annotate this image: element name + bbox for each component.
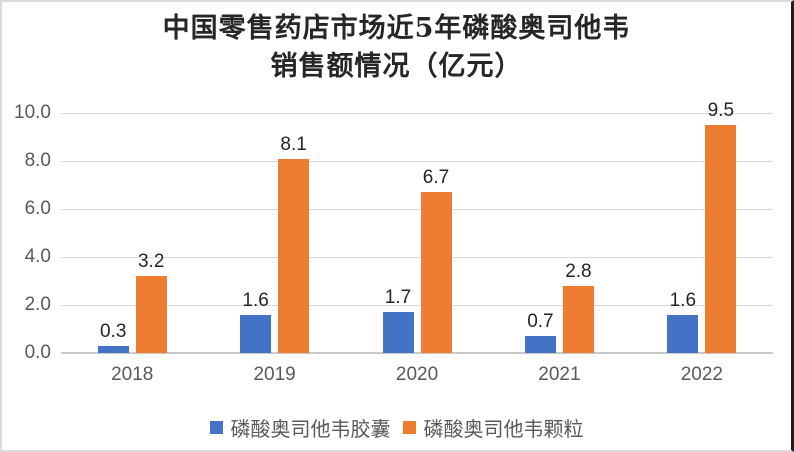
- y-tick-label: 2.0: [24, 294, 51, 315]
- legend-entry-2: 磷酸奥司他韦颗粒: [402, 413, 584, 442]
- x-axis-line: [61, 352, 773, 354]
- data-label: 0.7: [527, 311, 554, 333]
- x-axis: 2018 2019 2020 2021 2022: [61, 364, 773, 386]
- chart-title: 中国零售药店市场近5年磷酸奥司他韦 销售额情况（亿元）: [2, 10, 791, 86]
- data-label: 1.7: [384, 287, 412, 309]
- bar-group-2022: 1.6 9.5: [631, 100, 773, 353]
- bar-series1-2021: 0.7: [524, 311, 556, 353]
- data-label: 0.3: [99, 320, 127, 342]
- legend: 磷酸奥司他韦胶囊 磷酸奥司他韦颗粒: [2, 413, 791, 442]
- gridline: [61, 305, 773, 306]
- y-axis: 10.0 8.0 6.0 4.0 2.0 0.0: [2, 102, 51, 363]
- gridline: [61, 161, 773, 162]
- bar-series1-2022: 1.6: [667, 290, 699, 353]
- data-label: 9.5: [707, 100, 735, 121]
- x-tick-label-2019: 2019: [253, 364, 296, 385]
- legend-entry-1: 磷酸奥司他韦胶囊: [209, 413, 391, 442]
- data-label: 1.6: [242, 289, 269, 311]
- x-tick-label-2021: 2021: [538, 364, 581, 385]
- chart-title-line-1: 中国零售药店市场近5年磷酸奥司他韦: [162, 13, 631, 44]
- chart-title-line-2: 销售额情况（亿元）: [270, 51, 523, 82]
- data-label: 2.8: [565, 260, 592, 282]
- bar-group-2018: 0.3 3.2: [61, 113, 203, 353]
- plot-area: 0.3 3.2 1.6 8.1 1.7 6.7 0.7 2.8 1.6 9.5: [61, 100, 773, 354]
- gridline: [61, 113, 773, 114]
- bar-series1-2018: 0.3: [97, 321, 129, 353]
- data-label: 6.7: [422, 167, 450, 189]
- bar-group-2019: 1.6 8.1: [203, 113, 345, 353]
- y-tick-label: 10.0: [14, 102, 51, 123]
- gridline: [61, 257, 773, 258]
- bar-group-2020: 1.7 6.7: [346, 113, 488, 353]
- legend-label: 磷酸奥司他韦胶囊: [230, 419, 391, 441]
- y-tick-label: 0.0: [24, 342, 51, 363]
- legend-label: 磷酸奥司他韦颗粒: [423, 419, 584, 441]
- bar-series1-2020: 1.7: [382, 287, 414, 353]
- bar-series1-2019: 1.6: [240, 290, 272, 353]
- y-tick-label: 8.0: [24, 150, 51, 171]
- data-label: 8.1: [280, 133, 307, 155]
- bar-series2-2018: 3.2: [135, 251, 167, 353]
- y-tick-label: 4.0: [24, 246, 51, 267]
- legend-marker-icon: [402, 421, 416, 434]
- bar-series2-2021: 2.8: [562, 261, 594, 353]
- x-tick-label-2018: 2018: [111, 364, 154, 385]
- bar-series2-2022: 9.5: [705, 100, 737, 353]
- bar-groups: 0.3 3.2 1.6 8.1 1.7 6.7 0.7 2.8 1.6 9.5: [61, 100, 773, 353]
- y-tick-label: 6.0: [24, 198, 51, 219]
- x-tick-label-2022: 2022: [680, 364, 723, 385]
- legend-marker-icon: [209, 421, 223, 434]
- data-label: 1.6: [669, 289, 697, 311]
- bar-group-2021: 0.7 2.8: [488, 113, 630, 353]
- bar-series2-2019: 8.1: [278, 134, 310, 353]
- data-label: 3.2: [137, 251, 165, 273]
- x-tick-label-2020: 2020: [395, 364, 439, 385]
- bar-series2-2020: 6.7: [420, 167, 452, 353]
- gridline: [61, 209, 773, 210]
